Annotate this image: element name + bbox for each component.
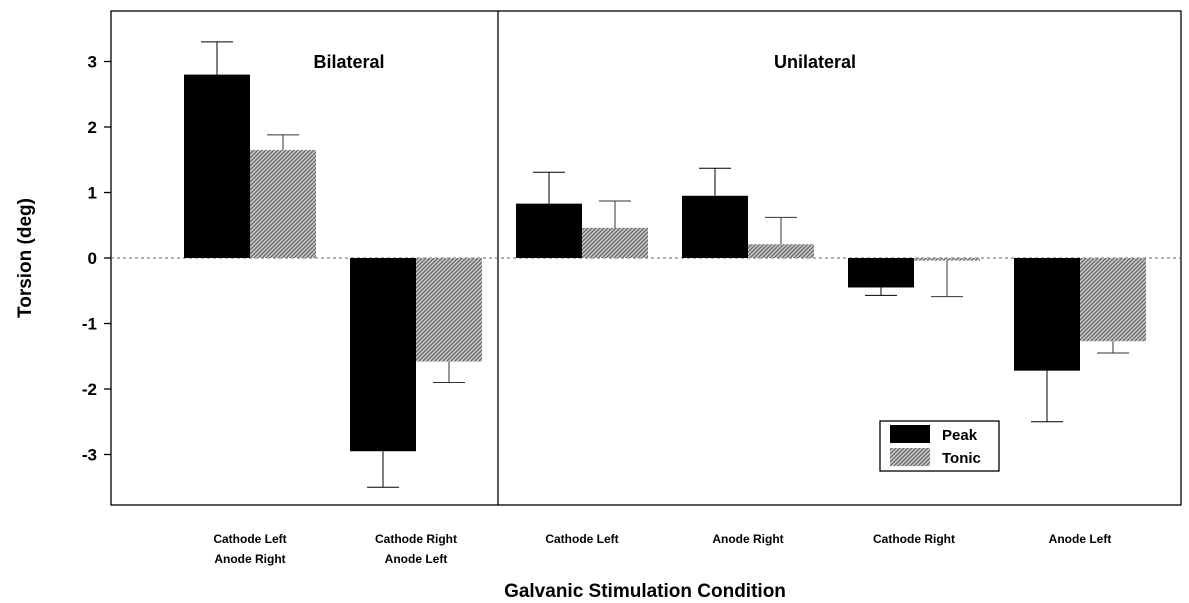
bar-peak (682, 195, 748, 258)
bar-tonic (748, 244, 814, 258)
x-category-label: Cathode Left (545, 532, 618, 546)
x-category-label-line2: Anode Right (214, 552, 285, 566)
bar-peak (184, 74, 250, 258)
x-category-label: Anode Left (1049, 532, 1112, 546)
legend-label-peak: Peak (942, 427, 978, 444)
x-category-labels: Cathode Left Anode Right Cathode Right Anod… (213, 532, 1111, 566)
bar-tonic (582, 227, 648, 258)
x-category-label: Anode Right (712, 532, 783, 546)
bar-tonic (1080, 258, 1146, 342)
legend-swatch-tonic (890, 448, 930, 466)
y-tick-label: 3 (88, 53, 97, 72)
legend-swatch-peak (890, 425, 930, 443)
bar-peak (516, 203, 582, 258)
x-category-label: Cathode Left (213, 532, 286, 546)
x-category-label: Cathode Right (873, 532, 955, 546)
bar-tonic (250, 149, 316, 258)
bar-peak (1014, 258, 1080, 371)
x-axis-title: Galvanic Stimulation Condition (504, 581, 786, 602)
bar-tonic (416, 258, 482, 362)
y-axis-title: Torsion (deg) (15, 198, 36, 318)
y-tick-label: -2 (82, 380, 97, 399)
y-tick-label: 0 (88, 249, 97, 268)
error-bars-group (201, 41, 1129, 488)
y-tick-label: -1 (82, 315, 97, 334)
x-category-label-line2: Anode Left (385, 552, 448, 566)
bar-peak (350, 258, 416, 452)
y-tick-label: 2 (88, 118, 97, 137)
y-tick-label: 1 (88, 184, 97, 203)
bar-tonic (914, 258, 980, 261)
y-axis: 3 2 1 0 -1 -2 -3 (82, 53, 111, 465)
panel-label-bilateral: Bilateral (313, 52, 384, 72)
x-category-label: Cathode Right (375, 532, 457, 546)
legend: Peak Tonic (879, 420, 1000, 472)
legend-label-tonic: Tonic (942, 450, 981, 467)
bars-group (184, 74, 1146, 452)
bar-peak (848, 258, 914, 288)
panel-label-unilateral: Unilateral (774, 52, 856, 72)
y-tick-label: -3 (82, 446, 97, 465)
